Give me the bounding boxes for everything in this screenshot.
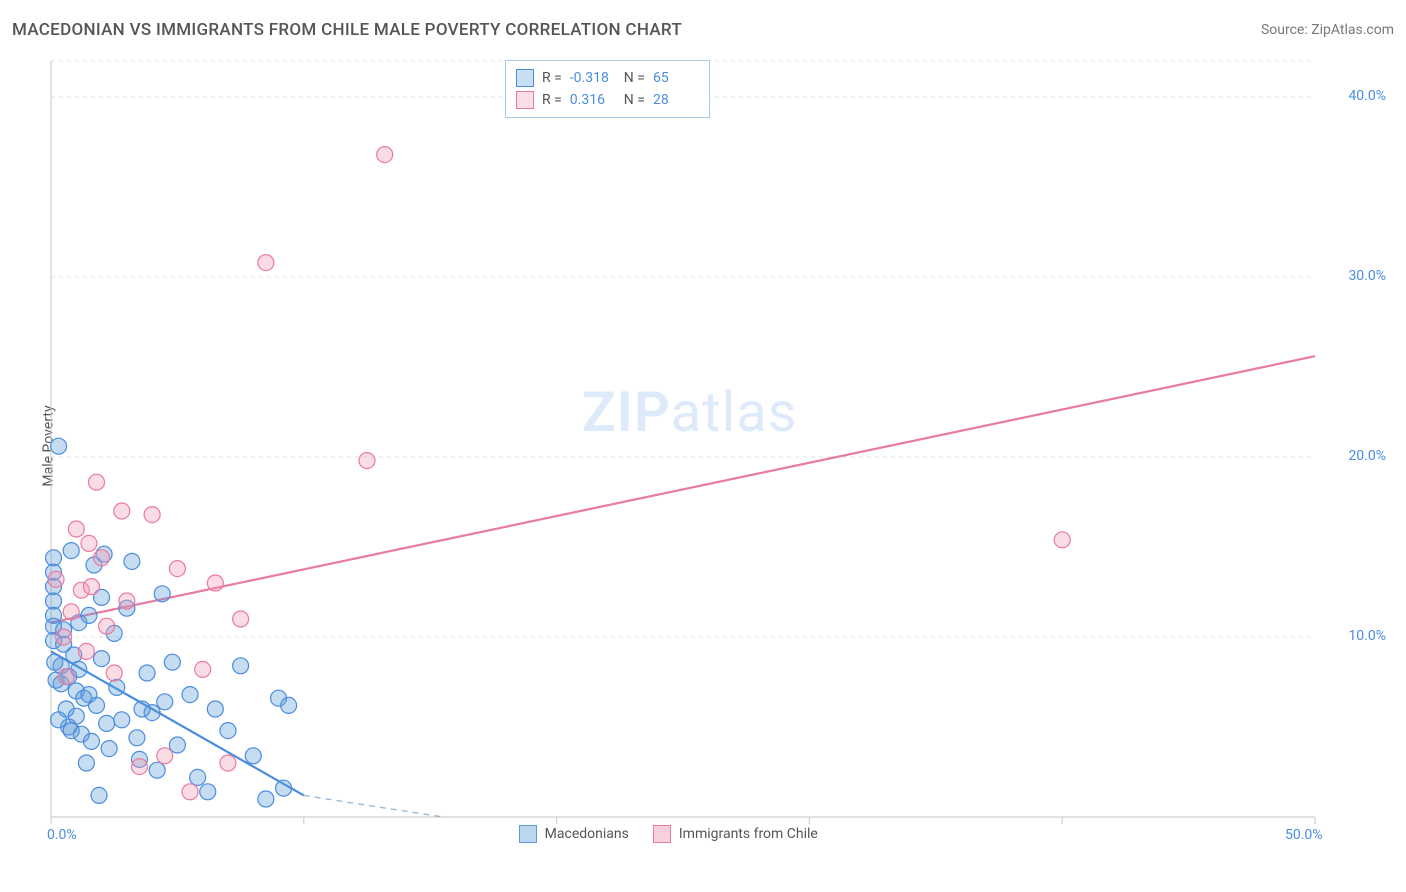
series-legend: Macedonians Immigrants from Chile [519,825,818,843]
stats-row: R = 0.316N = 28 [516,89,699,111]
stats-row: R = -0.318N = 65 [516,67,699,89]
y-tick-label: 20.0% [1348,448,1386,464]
series-swatch [516,91,534,109]
source-label: Source: ZipAtlas.com [1261,22,1394,38]
correlation-scatter-chart [45,55,1375,845]
correlation-stats-box: R = -0.318N = 65R = 0.316N = 28 [505,60,710,118]
series-swatch [516,69,534,87]
y-tick-label: 30.0% [1348,268,1386,284]
legend-item: Macedonians [519,825,629,843]
x-tick-label: 50.0% [1285,827,1323,843]
legend-swatch [653,825,671,843]
y-tick-label: 10.0% [1348,628,1386,644]
x-tick-label: 0.0% [47,827,77,843]
chart-title: MACEDONIAN VS IMMIGRANTS FROM CHILE MALE… [12,20,682,40]
legend-item: Immigrants from Chile [653,825,818,843]
legend-swatch [519,825,537,843]
y-tick-label: 40.0% [1348,88,1386,104]
